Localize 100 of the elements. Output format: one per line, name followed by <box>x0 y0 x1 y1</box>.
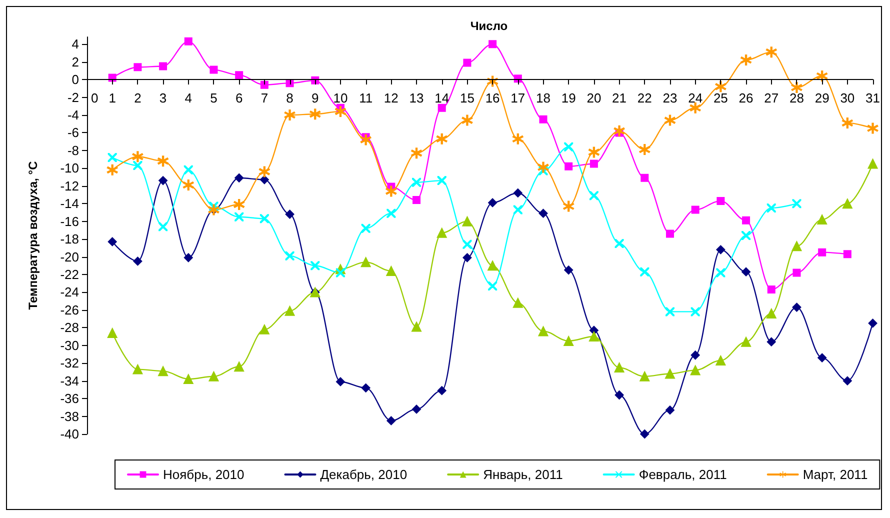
point <box>436 133 448 144</box>
point <box>791 82 802 94</box>
y-tick-label: -26 <box>60 302 79 318</box>
x-tick-label: 18 <box>536 90 550 106</box>
y-tick-label: -6 <box>67 125 79 140</box>
point <box>842 198 852 209</box>
point <box>106 164 118 176</box>
y-tick-label: -20 <box>60 249 79 264</box>
point <box>462 253 472 262</box>
point <box>411 148 422 159</box>
x-tick-label: 19 <box>561 90 576 106</box>
point <box>868 158 878 169</box>
point <box>818 248 826 256</box>
point <box>210 66 218 74</box>
point <box>690 365 700 376</box>
y-tick-label: -28 <box>60 320 79 336</box>
legend-label: Декабрь, 2010 <box>320 467 408 482</box>
point <box>715 81 726 92</box>
x-tick-label: 16 <box>485 90 500 106</box>
x-tick-label: 2 <box>134 90 142 106</box>
point <box>690 350 700 360</box>
x-tick-label: 17 <box>510 90 526 106</box>
point <box>740 54 752 66</box>
point <box>488 260 498 271</box>
point <box>564 162 573 170</box>
point <box>284 306 295 316</box>
legend-label: Март, 2011 <box>802 467 868 482</box>
point <box>614 362 624 373</box>
point <box>792 268 801 277</box>
x-tick-label: 4 <box>184 90 192 106</box>
point <box>234 198 245 210</box>
point <box>512 298 523 308</box>
point <box>412 322 422 332</box>
point <box>842 376 852 386</box>
point <box>488 40 497 48</box>
point <box>284 109 296 120</box>
point <box>766 46 777 58</box>
point <box>488 198 498 208</box>
point <box>640 371 650 382</box>
x-axis-title: Число <box>470 19 508 33</box>
point <box>538 208 548 218</box>
point <box>463 58 472 67</box>
point <box>132 151 144 162</box>
point <box>462 216 472 226</box>
point <box>259 324 270 334</box>
x-tick-label: 24 <box>688 90 703 106</box>
point <box>716 355 726 366</box>
y-tick-label: -34 <box>60 373 79 388</box>
x-tick-label: 21 <box>612 90 627 106</box>
x-tick-label: 26 <box>738 90 754 106</box>
point <box>664 368 675 379</box>
x-tick-label: 30 <box>840 90 855 106</box>
point <box>792 241 802 252</box>
point <box>158 366 168 376</box>
y-tick-label: -8 <box>67 142 79 158</box>
x-tick-label: 11 <box>359 90 373 106</box>
point <box>563 200 574 212</box>
point <box>664 114 676 126</box>
y-tick-label: -22 <box>60 266 79 282</box>
y-tick-label: -12 <box>60 178 79 194</box>
point <box>843 250 852 258</box>
point <box>412 196 421 204</box>
x-tick-label: 20 <box>586 90 602 106</box>
point <box>234 362 244 372</box>
x-tick-label: 29 <box>814 90 830 106</box>
point <box>334 106 346 117</box>
point <box>234 173 244 182</box>
point <box>588 146 600 158</box>
point <box>260 80 268 89</box>
y-tick-label: -2 <box>67 90 79 105</box>
point <box>766 308 776 318</box>
point <box>742 216 750 224</box>
point <box>614 390 624 400</box>
x-tick-label: 9 <box>312 90 319 106</box>
point <box>640 430 650 438</box>
point <box>438 104 446 112</box>
y-tick-label: -36 <box>60 391 79 406</box>
y-axis-title: Температура воздуха, °С <box>26 160 40 310</box>
point <box>208 371 219 382</box>
point <box>716 245 726 254</box>
point <box>614 125 625 136</box>
point <box>184 253 193 262</box>
x-tick-label: 27 <box>764 90 779 106</box>
point <box>386 186 397 197</box>
y-tick-label: -16 <box>60 214 79 229</box>
x-tick-label: 3 <box>159 90 167 106</box>
point <box>336 377 345 386</box>
point <box>665 406 674 415</box>
y-tick-label: 2 <box>72 54 79 70</box>
point <box>590 160 598 168</box>
point <box>310 108 321 120</box>
point <box>436 228 447 238</box>
y-tick-label: -14 <box>60 196 79 212</box>
point <box>158 156 169 167</box>
y-tick-label: -10 <box>60 160 79 176</box>
point <box>538 162 549 173</box>
x-tick-label: 0 <box>91 90 98 106</box>
point <box>666 230 674 238</box>
y-tick-label: 0 <box>72 72 79 88</box>
y-tick-label: -18 <box>60 232 79 247</box>
